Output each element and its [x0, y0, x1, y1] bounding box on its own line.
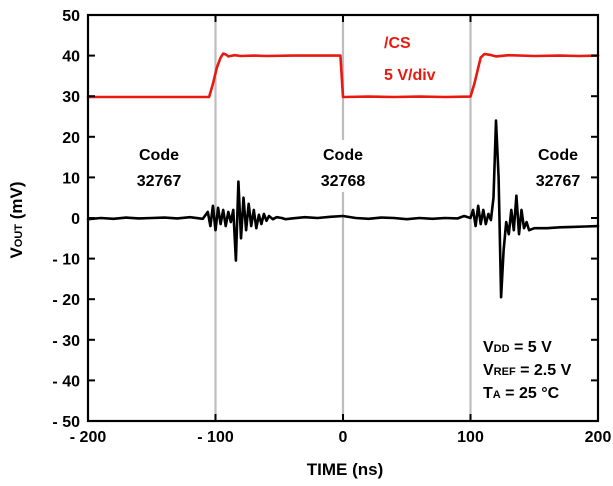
- series-group: [86, 52, 600, 299]
- x-axis-title: TIME (ns): [307, 460, 384, 479]
- condition-vdd-rest: = 5 V: [510, 339, 553, 356]
- code-mid-bg: [312, 140, 376, 192]
- y-axis-title: VOUT (mV): [7, 181, 26, 258]
- condition-ta-sub: A: [493, 389, 501, 401]
- series-line-vout: [86, 119, 600, 299]
- y-tick-label-8: - 30: [52, 333, 80, 350]
- code-right-line2: 32767: [536, 173, 581, 190]
- y-axis-title-main: V: [7, 247, 26, 259]
- x-tick-label-3: 100: [457, 429, 484, 446]
- condition-ta-main: T: [483, 385, 493, 402]
- cs-scale-label: 5 V/div: [384, 67, 436, 84]
- code-left-bg: [130, 140, 188, 192]
- y-axis-title-sub: OUT: [13, 224, 25, 248]
- x-tick-label-0: - 200: [70, 429, 107, 446]
- y-axis-title-rest: (mV): [7, 181, 26, 224]
- y-tick-label-3: 20: [62, 130, 80, 147]
- condition-ta-rest: = 25 °C: [501, 385, 560, 402]
- condition-vdd: VDD = 5 V: [483, 339, 552, 356]
- y-tick-label-2: 30: [62, 89, 80, 106]
- condition-vdd-main: V: [483, 339, 494, 356]
- x-tick-label-2: 0: [339, 429, 348, 446]
- code-mid-line2: 32768: [321, 173, 366, 190]
- y-tick-label-1: 40: [62, 49, 80, 66]
- y-tick-label-10: - 50: [52, 414, 80, 431]
- condition-vref-rest: = 2.5 V: [516, 362, 572, 379]
- code-left-line1: Code: [139, 147, 179, 164]
- y-tick-label-9: - 40: [52, 373, 80, 390]
- y-tick-label-6: - 10: [52, 252, 80, 269]
- condition-vref: VREF = 2.5 V: [483, 362, 572, 379]
- series-line-cs: [86, 52, 600, 99]
- y-tick-label-4: 10: [62, 170, 80, 187]
- code-right-line1: Code: [538, 147, 578, 164]
- axis-ticks: [87, 14, 599, 422]
- y-tick-label-5: 0: [71, 211, 80, 228]
- condition-vref-sub: REF: [494, 366, 516, 378]
- condition-vdd-sub: DD: [494, 343, 510, 355]
- y-tick-label-7: - 20: [52, 292, 80, 309]
- code-left-line2: 32767: [137, 173, 182, 190]
- code-mid-line1: Code: [323, 147, 363, 164]
- code-right-bg: [528, 140, 590, 192]
- x-tick-label-1: - 100: [197, 429, 234, 446]
- x-tick-label-4: 200: [585, 429, 612, 446]
- condition-vref-main: V: [483, 362, 494, 379]
- y-tick-label-0: 50: [62, 8, 80, 25]
- cs-label: /CS: [384, 35, 411, 52]
- condition-ta: TA = 25 °C: [483, 385, 560, 402]
